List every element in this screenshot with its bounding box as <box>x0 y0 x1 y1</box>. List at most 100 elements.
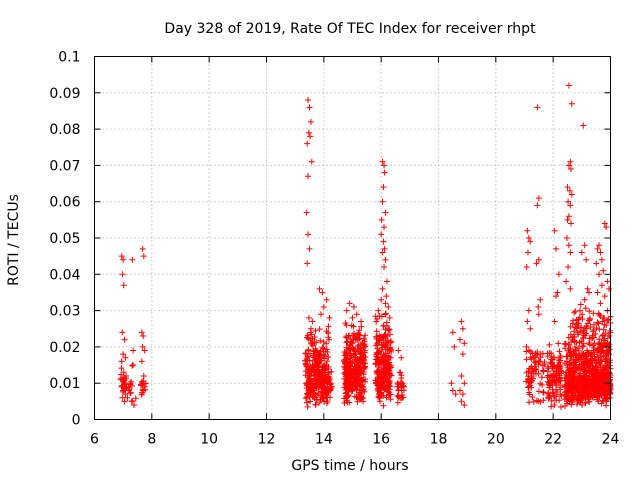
data-point <box>350 303 357 310</box>
data-point <box>524 227 531 234</box>
data-point <box>375 382 382 389</box>
data-point <box>566 187 573 194</box>
data-point <box>319 289 326 296</box>
data-point <box>120 351 127 358</box>
data-point <box>355 331 362 338</box>
data-point <box>523 264 530 271</box>
data-point <box>586 308 593 315</box>
data-point <box>388 338 395 345</box>
data-point <box>307 398 314 405</box>
data-point <box>326 375 333 382</box>
data-point <box>604 340 611 347</box>
data-point <box>525 235 532 241</box>
data-point <box>343 322 350 329</box>
data-point <box>530 398 537 405</box>
data-point <box>593 260 600 267</box>
data-point <box>325 373 332 380</box>
data-point <box>381 264 388 271</box>
data-point <box>388 347 395 354</box>
data-point <box>313 347 320 354</box>
data-point <box>357 370 364 377</box>
data-point <box>319 394 326 401</box>
data-point <box>604 317 611 324</box>
data-point <box>593 325 600 332</box>
data-point <box>600 326 607 333</box>
data-point <box>594 319 601 326</box>
data-point <box>342 386 349 393</box>
data-point <box>564 216 571 223</box>
data-point <box>569 384 576 391</box>
data-point <box>586 341 593 348</box>
data-point <box>567 158 574 165</box>
data-point <box>357 383 364 390</box>
data-point <box>569 372 576 379</box>
data-point <box>353 311 360 318</box>
x-tick-label: 22 <box>544 432 562 448</box>
data-point <box>354 383 361 390</box>
data-point <box>358 318 365 325</box>
data-point <box>319 344 326 351</box>
data-point <box>527 238 534 245</box>
data-point <box>304 381 311 388</box>
data-point <box>343 344 350 351</box>
data-point <box>592 356 599 363</box>
data-point <box>347 382 354 389</box>
data-point <box>461 380 468 387</box>
data-point <box>309 380 316 387</box>
data-point <box>302 395 309 402</box>
data-point <box>121 398 128 405</box>
data-point <box>307 118 314 125</box>
data-point <box>324 394 331 401</box>
data-point <box>449 329 456 336</box>
data-point <box>574 329 581 336</box>
data-point <box>592 330 599 337</box>
data-point <box>584 320 591 327</box>
y-tick-label: 0.08 <box>49 122 80 138</box>
data-point <box>386 380 393 387</box>
data-point <box>387 331 394 338</box>
data-point <box>540 389 547 396</box>
data-point <box>544 350 551 357</box>
data-point <box>303 399 310 406</box>
data-point <box>584 285 591 292</box>
data-point <box>118 358 125 365</box>
data-point <box>376 348 383 355</box>
data-point <box>382 300 389 307</box>
data-point <box>124 394 131 401</box>
data-point <box>551 318 558 325</box>
data-point <box>341 358 348 365</box>
data-point <box>383 368 390 375</box>
data-point <box>556 348 563 355</box>
data-point <box>602 376 609 383</box>
data-point <box>567 323 574 330</box>
data-point <box>551 401 558 408</box>
data-point <box>457 336 463 343</box>
data-point <box>461 340 468 347</box>
data-point <box>566 342 573 349</box>
data-point <box>127 390 134 397</box>
data-point <box>320 339 327 346</box>
data-point <box>373 333 380 340</box>
data-point <box>530 368 537 375</box>
data-point <box>597 249 604 256</box>
data-point <box>141 347 148 354</box>
data-point <box>586 358 593 365</box>
data-point <box>307 391 314 398</box>
data-point <box>547 372 554 379</box>
data-point <box>379 342 386 349</box>
data-point <box>571 328 578 335</box>
data-point <box>375 337 382 344</box>
data-point <box>121 336 128 343</box>
data-point <box>577 399 584 406</box>
data-point <box>320 390 327 397</box>
data-point <box>549 365 556 372</box>
data-point <box>305 314 312 321</box>
data-point <box>448 380 455 387</box>
data-point <box>601 385 608 392</box>
data-point <box>387 339 394 346</box>
data-point <box>142 380 149 387</box>
y-tick-label: 0.01 <box>49 376 80 392</box>
data-point <box>581 372 588 379</box>
data-point <box>373 318 380 325</box>
data-point <box>546 341 553 348</box>
